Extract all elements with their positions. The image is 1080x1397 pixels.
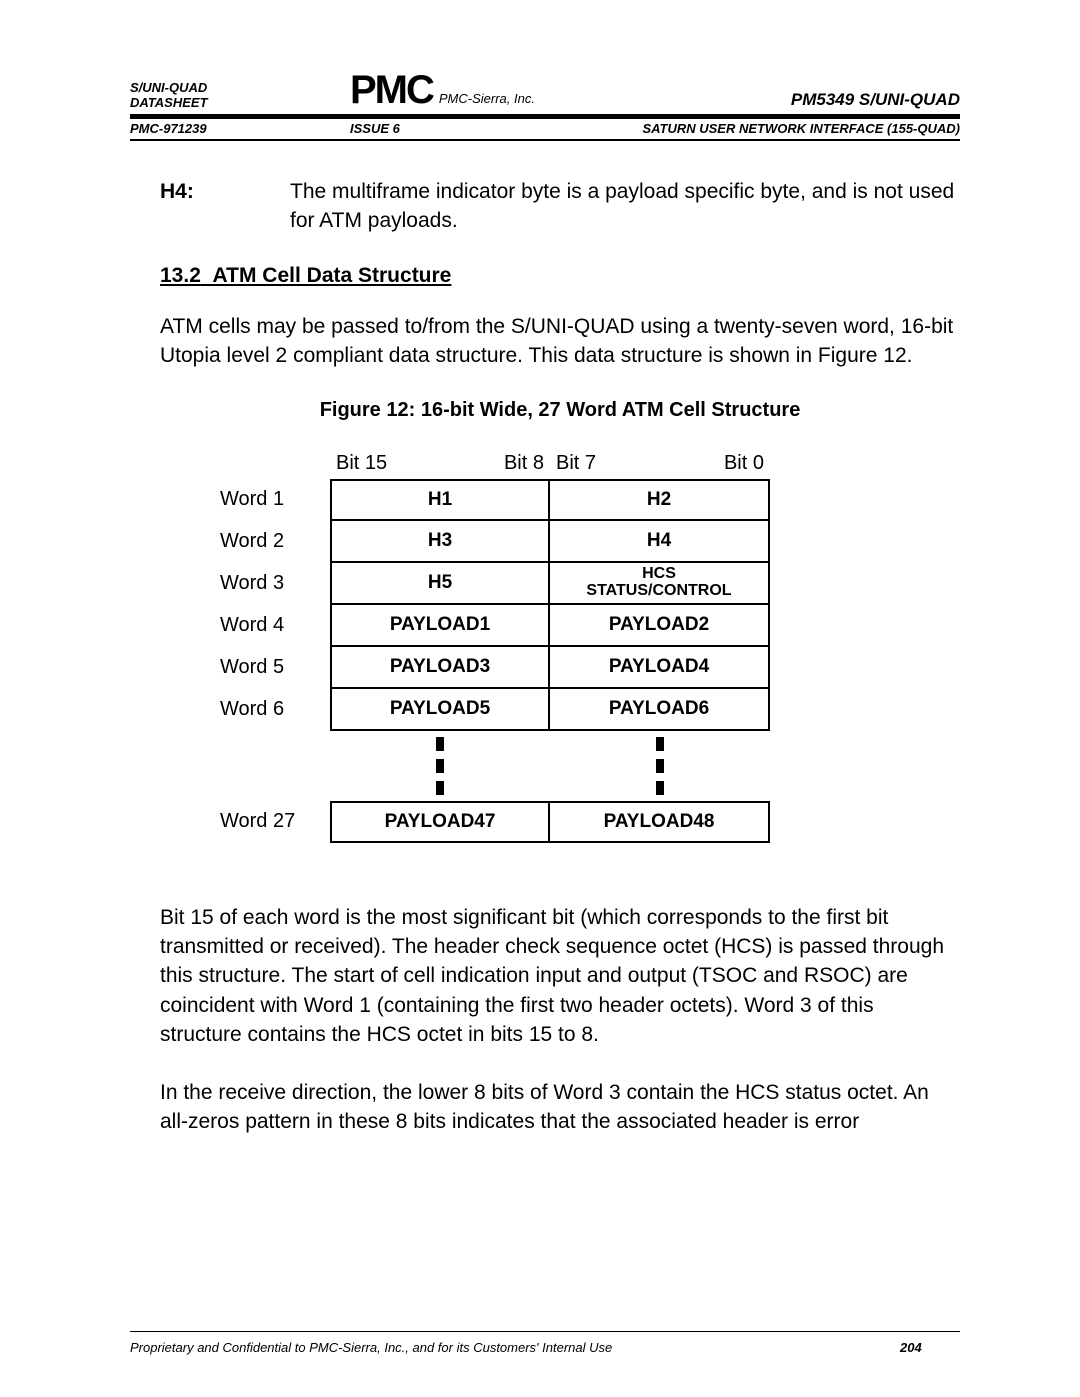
cell-high-byte: H3 bbox=[330, 521, 550, 563]
bit-15-label: Bit 15 bbox=[336, 452, 387, 475]
bit-8-label: Bit 8 bbox=[504, 452, 544, 475]
ellipsis-left bbox=[330, 737, 550, 795]
cell-low-byte: HCS STATUS/CONTROL bbox=[550, 563, 770, 605]
word-label: Word 2 bbox=[220, 521, 330, 563]
paragraph-3: In the receive direction, the lower 8 bi… bbox=[160, 1078, 960, 1137]
h4-label: H4: bbox=[160, 177, 290, 236]
section-heading: 13.2 ATM Cell Data Structure bbox=[160, 264, 960, 288]
logo: PMC bbox=[350, 70, 433, 110]
word-label: Word 3 bbox=[220, 563, 330, 605]
cell-high-byte: H5 bbox=[330, 563, 550, 605]
word-label: Word 6 bbox=[220, 689, 330, 731]
section-title: ATM Cell Data Structure bbox=[213, 264, 452, 287]
cell-high-byte: PAYLOAD3 bbox=[330, 647, 550, 689]
cell-low-byte: PAYLOAD4 bbox=[550, 647, 770, 689]
word-label: Word 27 bbox=[220, 801, 330, 843]
cell-high-byte: PAYLOAD47 bbox=[330, 801, 550, 843]
doc-subtitle: SATURN USER NETWORK INTERFACE (155-QUAD) bbox=[642, 121, 960, 136]
ellipsis-right bbox=[550, 737, 770, 795]
header-rule-thick bbox=[130, 114, 960, 119]
bit-0-label: Bit 0 bbox=[724, 452, 764, 475]
h4-description: The multiframe indicator byte is a paylo… bbox=[290, 177, 960, 236]
footer-page-number: 204 bbox=[900, 1340, 960, 1355]
word-label: Word 1 bbox=[220, 479, 330, 521]
doc-number: PMC-971239 bbox=[130, 121, 350, 136]
hdr-product-short: S/UNI-QUAD bbox=[130, 80, 350, 95]
section-number: 13.2 bbox=[160, 264, 201, 287]
cell-high-byte: H1 bbox=[330, 479, 550, 521]
atm-cell-figure: Bit 15 Bit 8 Bit 7 Bit 0 Word 1H1H2 Word … bbox=[220, 452, 960, 843]
cell-low-byte: H4 bbox=[550, 521, 770, 563]
paragraph-2: Bit 15 of each word is the most signific… bbox=[160, 903, 960, 1050]
hdr-doctype: DATASHEET bbox=[130, 95, 350, 110]
footer-confidential: Proprietary and Confidential to PMC-Sier… bbox=[130, 1340, 900, 1355]
product-code: PM5349 S/UNI-QUAD bbox=[791, 90, 960, 110]
header-row-1: S/UNI-QUAD DATASHEET PMC PMC-Sierra, Inc… bbox=[130, 70, 960, 110]
cell-low-byte: PAYLOAD2 bbox=[550, 605, 770, 647]
cell-low-byte: H2 bbox=[550, 479, 770, 521]
word-label: Word 5 bbox=[220, 647, 330, 689]
word-label: Word 4 bbox=[220, 605, 330, 647]
cell-high-byte: PAYLOAD1 bbox=[330, 605, 550, 647]
paragraph-1: ATM cells may be passed to/from the S/UN… bbox=[160, 312, 960, 371]
page-footer: Proprietary and Confidential to PMC-Sier… bbox=[130, 1331, 960, 1355]
header-row-2: PMC-971239 ISSUE 6 SATURN USER NETWORK I… bbox=[130, 121, 960, 141]
cell-low-byte: PAYLOAD6 bbox=[550, 689, 770, 731]
bit-7-label: Bit 7 bbox=[556, 452, 596, 475]
cell-high-byte: PAYLOAD5 bbox=[330, 689, 550, 731]
cell-low-byte: PAYLOAD48 bbox=[550, 801, 770, 843]
company-name: PMC-Sierra, Inc. bbox=[439, 91, 535, 110]
figure-caption: Figure 12: 16-bit Wide, 27 Word ATM Cell… bbox=[160, 399, 960, 422]
issue-number: ISSUE 6 bbox=[350, 121, 642, 136]
